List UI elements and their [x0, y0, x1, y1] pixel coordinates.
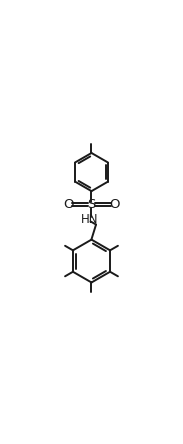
- Text: O: O: [64, 198, 74, 211]
- Text: S: S: [87, 198, 96, 211]
- Text: HN: HN: [81, 213, 98, 226]
- Text: O: O: [109, 198, 119, 211]
